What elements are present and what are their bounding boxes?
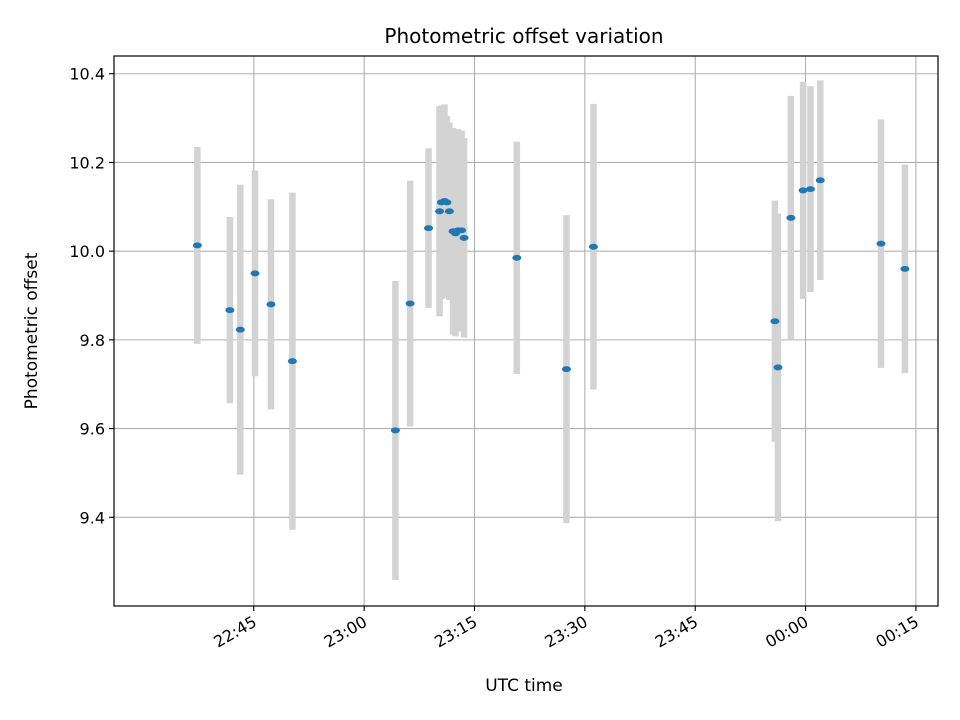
data-point (900, 265, 910, 272)
x-tick-label: 23:15 (431, 612, 480, 652)
data-points (192, 177, 910, 434)
x-axis-label: UTC time (485, 676, 563, 696)
data-point (588, 243, 598, 250)
data-point (512, 254, 522, 261)
data-point (192, 242, 202, 249)
plot-frame (113, 55, 939, 607)
y-tick-label: 10.2 (69, 153, 105, 172)
data-point (442, 199, 452, 206)
x-tick-label: 00:00 (762, 612, 811, 652)
data-point (459, 234, 469, 241)
data-point (786, 214, 796, 221)
x-tick-label: 22:45 (210, 612, 259, 652)
data-point (435, 208, 445, 215)
data-point (266, 301, 276, 308)
y-axis-ticks: 9.4 9.6 9.8 10.0 10.2 10.4 (69, 65, 114, 527)
data-point (561, 366, 571, 373)
data-point (250, 270, 260, 277)
x-tick-label: 23:45 (652, 612, 701, 652)
data-point (405, 300, 415, 307)
data-point (815, 177, 825, 184)
y-tick-label: 10.4 (69, 65, 105, 84)
error-bars (194, 80, 909, 580)
y-tick-label: 9.8 (80, 331, 105, 350)
data-point (770, 318, 780, 325)
y-axis-label: Photometric offset (22, 252, 42, 409)
y-tick-label: 9.6 (80, 420, 105, 439)
x-tick-label: 23:00 (321, 612, 370, 652)
x-tick-label: 23:30 (541, 612, 590, 652)
x-axis-ticks: 22:45 23:00 23:15 23:30 23:45 00:00 00:15 (210, 606, 922, 652)
data-point (457, 227, 467, 234)
data-point (225, 307, 235, 314)
data-point (390, 427, 400, 434)
data-point (235, 326, 245, 333)
x-tick-label: 00:15 (872, 612, 921, 652)
data-point (798, 187, 808, 194)
chart-title: Photometric offset variation (384, 24, 663, 48)
data-point (805, 186, 815, 193)
data-point (876, 240, 886, 247)
y-tick-label: 9.4 (80, 508, 105, 527)
data-point (444, 208, 454, 215)
y-tick-label: 10.0 (69, 242, 105, 261)
data-point (287, 358, 297, 365)
data-point (424, 225, 434, 232)
data-point (773, 364, 783, 371)
